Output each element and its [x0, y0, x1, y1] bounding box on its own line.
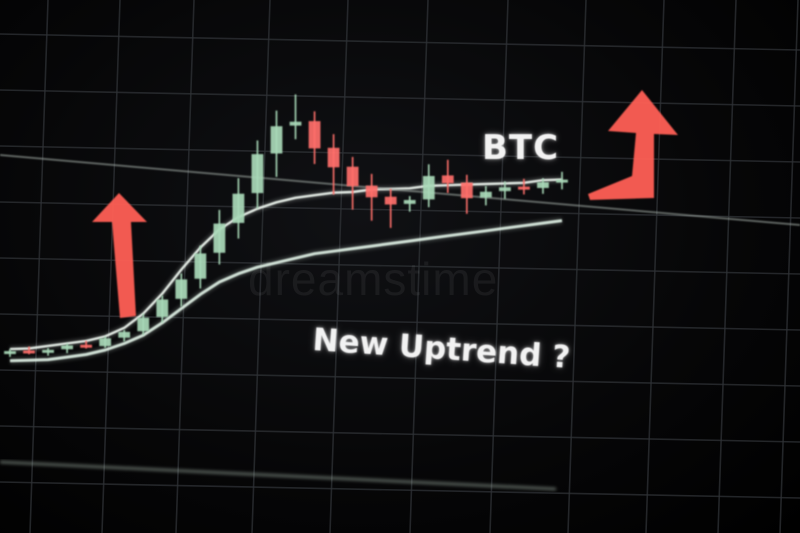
candle-body [365, 185, 378, 198]
grid-line-h [0, 257, 800, 275]
arrows [92, 90, 678, 318]
grid-line-h [0, 89, 800, 107]
candle-up [118, 329, 131, 342]
candle-body [422, 176, 435, 200]
up-arrow-icon [92, 193, 147, 318]
candle-body [346, 166, 359, 187]
grid-line-h [0, 313, 800, 331]
candle-body [537, 182, 549, 188]
candle-up [479, 185, 492, 206]
grid-line-v [329, 0, 349, 533]
candle-body [137, 317, 150, 332]
grid-line-h [0, 201, 800, 219]
candle-body [518, 186, 530, 190]
indicator-line [0, 460, 557, 491]
candle-up [137, 313, 150, 336]
candle-body [213, 223, 226, 253]
candle-body [479, 191, 492, 198]
grid-line-v [779, 0, 799, 533]
grid-line-v [567, 0, 587, 533]
candle-up [156, 295, 169, 323]
grid-line-h [0, 481, 800, 499]
candle-body [308, 121, 321, 149]
candle-down [518, 178, 530, 195]
support-line [0, 154, 800, 227]
candles [4, 94, 568, 357]
candle-body [4, 351, 16, 355]
candle-up [99, 336, 112, 349]
candle-down [384, 188, 397, 228]
candle-body [460, 182, 473, 199]
candle-body [384, 196, 397, 205]
candle-body [194, 253, 207, 279]
candle-body [42, 349, 54, 353]
candle-body [327, 147, 340, 168]
candle-up [213, 209, 226, 265]
candle-body [23, 350, 35, 354]
candle-body [498, 187, 511, 192]
candle-up [537, 178, 549, 194]
candle-body [556, 179, 568, 183]
candle-down [308, 111, 321, 164]
candle-up [556, 171, 568, 190]
grid-line-v [645, 0, 665, 533]
candle-body [175, 279, 188, 299]
candle-up [289, 94, 302, 140]
ticker-label: BTC [482, 128, 560, 168]
watermark: dreamstime [248, 253, 499, 305]
grid-line-h [0, 33, 800, 51]
candle-up [175, 273, 188, 307]
candle-body [80, 344, 93, 348]
candle-body [403, 200, 416, 204]
candle-up [4, 349, 16, 357]
slow-moving-average [9, 219, 563, 363]
candle-up [61, 343, 74, 354]
candle-body [289, 121, 302, 126]
candle-up [422, 164, 435, 208]
candle-down [327, 134, 340, 195]
candle-down [346, 156, 359, 210]
candle-body [61, 345, 74, 350]
candle-down [441, 159, 454, 193]
candle-body [156, 299, 169, 317]
grid-line-h [0, 425, 800, 443]
grid-line-v [717, 0, 737, 533]
candle-body [232, 193, 245, 223]
candle-body [118, 331, 131, 338]
candle-down [365, 173, 378, 221]
grid-line-v [101, 0, 121, 533]
candle-down [460, 174, 473, 214]
candle-up [498, 181, 511, 199]
candle-body [441, 175, 454, 184]
grid-line-v [29, 0, 49, 533]
grid-line-h [0, 369, 800, 387]
candle-down [80, 340, 93, 349]
candle-body [251, 154, 264, 194]
bottom-indicator-line [0, 460, 557, 491]
candle-up [42, 347, 54, 356]
grid-line-v [489, 0, 509, 533]
candle-up [403, 196, 416, 212]
candle-up [270, 110, 283, 177]
candle-up [194, 245, 207, 289]
turn-up-arrow-icon [588, 90, 678, 200]
candle-up [232, 178, 245, 239]
grid-line-h [0, 145, 800, 163]
support-line [0, 154, 800, 227]
candle-body [270, 126, 283, 154]
candle-down [23, 346, 35, 355]
candle-up [251, 140, 264, 209]
candle-body [99, 338, 112, 347]
